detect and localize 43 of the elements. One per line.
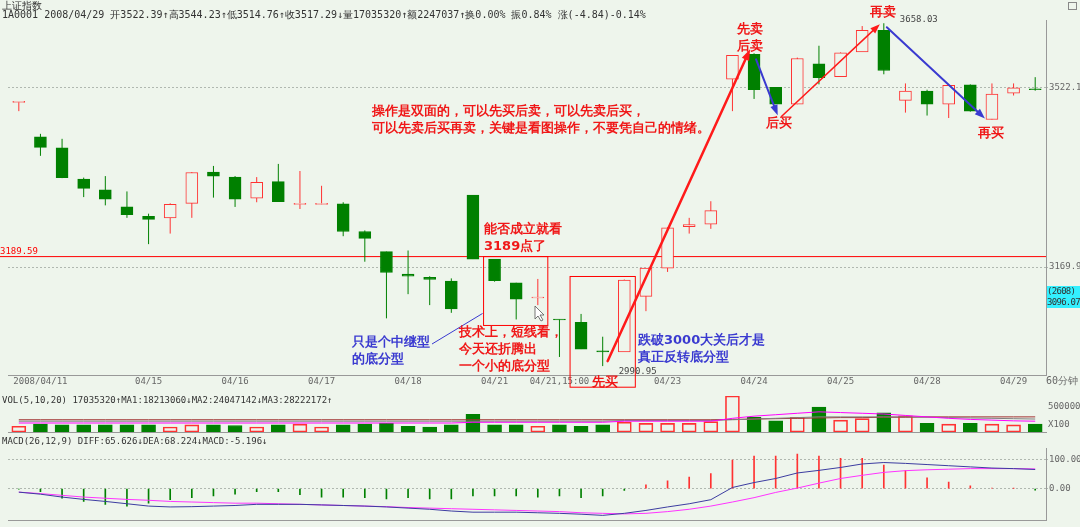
annotation: 先买: [592, 374, 618, 391]
annotation: 再卖: [870, 4, 896, 21]
y-tick-label: 3169.9: [1049, 261, 1080, 272]
annotation: 跌破3000大关后才是: [638, 332, 766, 348]
annotation: 只是个中继型: [352, 334, 430, 350]
y-tick-label: 100.00: [1049, 453, 1080, 464]
x-tick-label: 04/15: [135, 375, 163, 386]
annotation: 的底分型: [352, 351, 404, 367]
x-tick-label: 04/16: [221, 375, 249, 386]
annotation: 60分钟: [1046, 375, 1079, 386]
text: (2608): [1047, 286, 1080, 297]
ref-line-label: 3189.59: [0, 245, 38, 256]
annotation: 可以先卖后买再卖，关键是看图操作，不要凭自己的情绪。: [372, 120, 710, 136]
chart-subtitle: 1A0001 2008/04/29 开3522.39↑高3544.23↑低3514.76↑收3517.29↓量17035320↑额2247037↑换0.00% 振0.84% 涨(-4.84)-0.14%: [2, 9, 646, 20]
text: 3096.07: [1047, 297, 1080, 308]
annotation: 技术上，短线看，: [459, 324, 563, 340]
annotation: 今天还折腾出: [459, 341, 537, 357]
annotation: 真正反转底分型: [638, 349, 729, 365]
annotation: 后卖: [737, 38, 763, 55]
y-tick-label: 0.00: [1049, 483, 1071, 493]
x-tick-label: 04/23: [654, 375, 682, 386]
annotation: 先卖: [737, 21, 763, 38]
text: X100: [1048, 419, 1070, 430]
annotation: 能否成立就看: [484, 221, 562, 237]
chart-title: MACD(26,12,9) DIFF:65.626↓DEA:68.224↓MACD:-5.196↓: [2, 436, 268, 447]
annotation: 后买: [766, 115, 792, 132]
chart-title: 上证指数: [2, 0, 42, 11]
x-tick-label: 04/18: [394, 375, 422, 386]
x-tick-label: 04/29: [1000, 375, 1028, 386]
x-tick-label: 04/21: [481, 375, 509, 386]
x-tick-label: 04/17: [308, 375, 336, 386]
x-tick-label: 04/24: [740, 375, 768, 386]
y-tick-label: 3522.1: [1049, 82, 1080, 93]
annotation: 一个小的底分型: [459, 358, 550, 374]
text: 500000: [1048, 401, 1080, 412]
annotation: 3189点了: [484, 238, 547, 254]
x-tick-label: 04/28: [913, 375, 941, 386]
annotation: 3658.03: [899, 14, 938, 25]
annotation: 再买: [978, 125, 1004, 142]
x-tick-label: 04/25: [827, 375, 855, 386]
annotation: 操作是双面的，可以先买后卖，可以先卖后买，: [372, 103, 645, 119]
x-tick-label: 2008/04/11: [13, 375, 68, 386]
chart-title: VOL(5,10,20) 17035320↑MA1:18213060↓MA2:24047142↓MA3:28222172↑: [2, 395, 333, 406]
